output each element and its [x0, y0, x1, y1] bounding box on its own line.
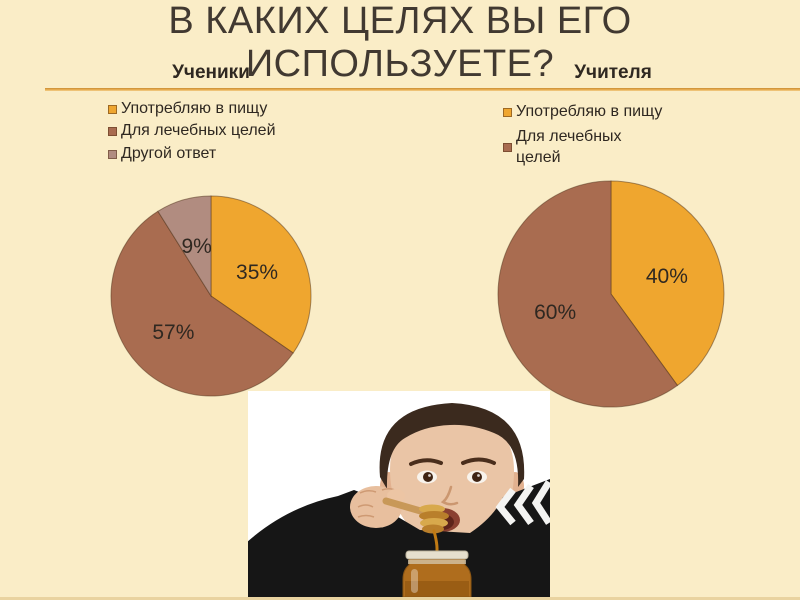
pie-slice: [610, 180, 725, 387]
eyebrows: [409, 457, 496, 466]
legend-swatch: [503, 107, 512, 117]
boy-honey-photo: [248, 391, 550, 597]
pie-slice: [210, 195, 312, 354]
pie-chart-teachers: 40% 60%: [497, 180, 725, 408]
legend-swatch: [503, 143, 512, 153]
pie-data-label: 60%: [534, 301, 576, 324]
pie-data-label: 57%: [152, 321, 194, 344]
legend-item: Для лечебных целей: [108, 121, 276, 141]
slide-bottom-edge: [0, 597, 800, 600]
pie-slice: [110, 210, 294, 397]
slide-title: В КАКИХ ЦЕЛЯХ ВЫ ЕГО ИСПОЛЬЗУЕТЕ?: [0, 0, 800, 86]
slide-title-line2: ИСПОЛЬЗУЕТЕ?: [245, 43, 555, 85]
legend-swatch: [108, 127, 117, 137]
chevron-pattern: [495, 480, 550, 526]
legend-swatch: [108, 149, 117, 159]
pie-chart-students: 35% 57% 9%: [110, 195, 312, 397]
pie-data-label: 40%: [646, 265, 688, 288]
eye-left: [423, 472, 433, 482]
title-underline-rule: [45, 88, 800, 91]
legend-label: Употребляю в пищу: [121, 100, 268, 117]
eye-right: [472, 472, 482, 482]
pie-slice: [497, 180, 679, 408]
legend-swatch: [108, 104, 117, 114]
chart-title-teachers: Учителя: [574, 62, 652, 83]
nose: [440, 485, 459, 506]
legend-teachers: Употребляю в пищу Для лечебных целей: [503, 102, 662, 168]
sweater: [248, 479, 550, 597]
chart-title-students: Ученики: [172, 62, 250, 83]
pie-data-label: 35%: [236, 261, 278, 284]
honey-dipper: [382, 497, 449, 560]
pie-slice: [157, 195, 212, 298]
legend-item: Употребляю в пищу: [108, 99, 276, 119]
legend-students: Употребляю в пищу Для лечебных целей Друго…: [108, 99, 276, 164]
legend-label: Для лечебных целей: [516, 128, 622, 166]
legend-label: Другой ответ: [121, 144, 217, 162]
slide-title-line1: В КАКИХ ЦЕЛЯХ ВЫ ЕГО: [168, 0, 632, 42]
legend-item: Другой ответ: [108, 144, 276, 164]
hair: [379, 403, 525, 489]
honey-jar: [402, 550, 472, 597]
legend-item: Для лечебных целей: [503, 127, 662, 168]
legend-label: Для лечебных целей: [121, 122, 276, 140]
fist: [350, 486, 405, 528]
legend-label: Употребляю в пищу: [516, 103, 663, 120]
legend-item: Употребляю в пищу: [503, 102, 662, 122]
pie-data-label: 9%: [181, 235, 211, 258]
